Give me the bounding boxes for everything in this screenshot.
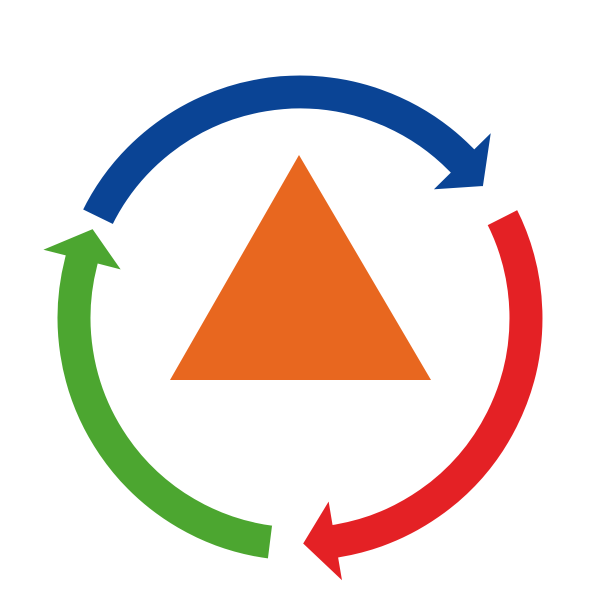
cycle-arrow-top-icon xyxy=(76,70,498,231)
cycle-arrow-left-icon xyxy=(27,223,278,564)
cycle-arrow-right-icon xyxy=(296,203,548,595)
center-triangle-icon xyxy=(170,155,431,380)
cycle-arrows xyxy=(27,70,548,595)
